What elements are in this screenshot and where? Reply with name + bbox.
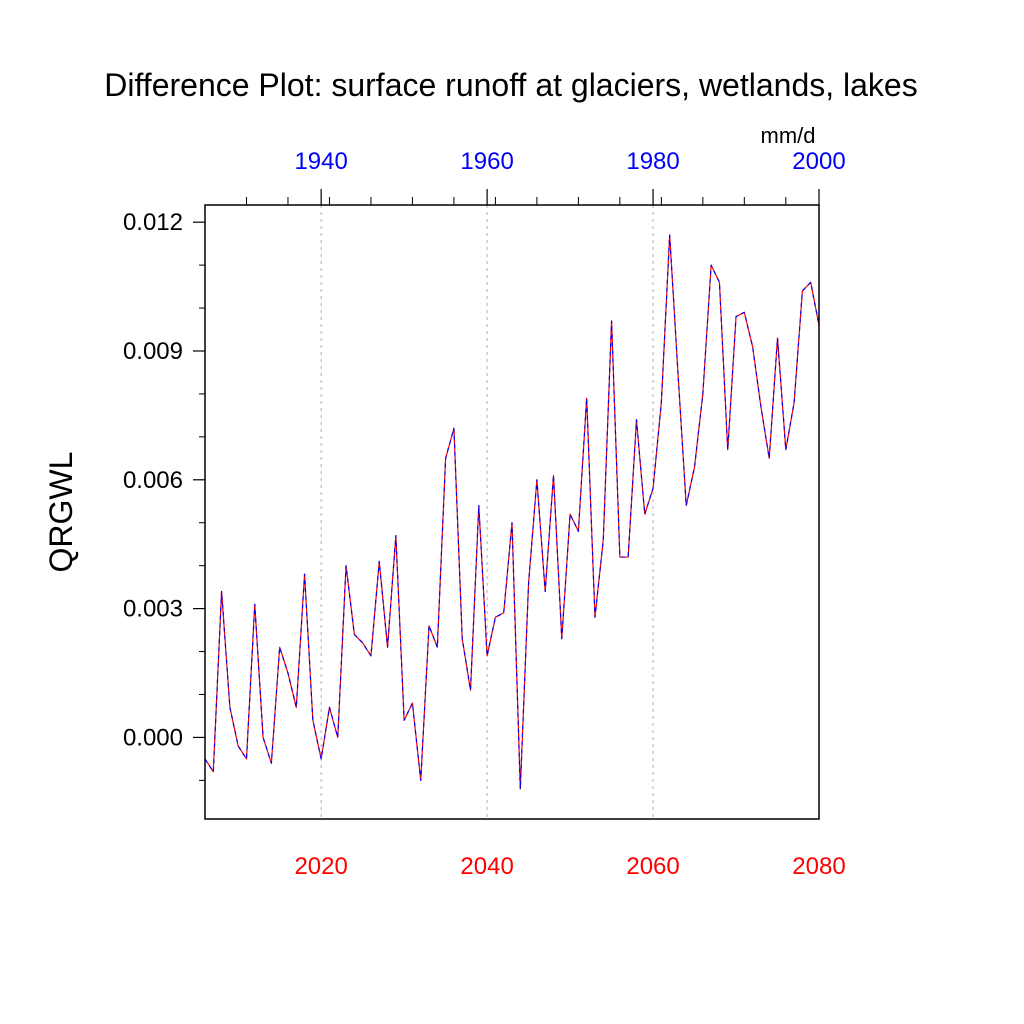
y-tick-label-3: 0.009 [123,338,183,365]
y-tick-label-0: 0.000 [123,724,183,751]
x-top-tick-label-3: 2000 [792,148,845,175]
x-bottom-tick-label-1: 2040 [460,853,513,880]
x-top-tick-label-1: 1960 [460,148,513,175]
plot-frame [204,204,820,820]
y-axis-label: QRGWL [43,452,79,573]
series-line-dashed [204,234,820,790]
x-bottom-tick-label-3: 2080 [792,853,845,880]
chart-title: Difference Plot: surface runoff at glaci… [104,67,917,103]
x-top-tick-label-2: 1980 [626,148,679,175]
x-bottom-tick-label-0: 2020 [294,853,347,880]
axis-ticks [193,189,820,781]
series-lines [204,234,820,790]
series-line-primary [204,234,820,790]
y-tick-label-1: 0.003 [123,596,183,623]
gridlines [320,205,654,819]
y-tick-label-2: 0.006 [123,467,183,494]
units-label: mm/d [761,123,816,148]
x-top-tick-label-0: 1940 [294,148,347,175]
y-tick-label-4: 0.012 [123,209,183,236]
tick-labels: 0.000 0.003 0.006 0.009 0.012 2020 2040 2060 208… [123,148,846,880]
x-bottom-tick-label-2: 2060 [626,853,679,880]
